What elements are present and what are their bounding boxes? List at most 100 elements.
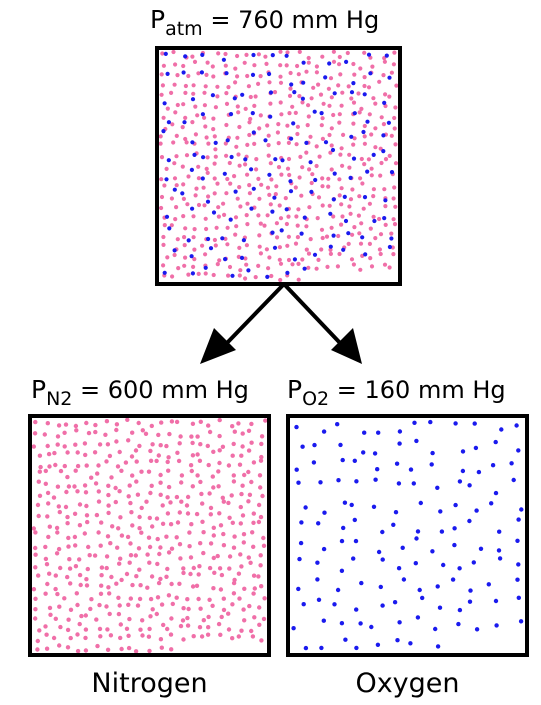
nitrogen-molecule [174,595,179,600]
nitrogen-molecule [328,76,334,81]
nitrogen-molecule [181,102,186,107]
nitrogen-molecule [224,153,229,158]
nitrogen-molecule [286,140,291,145]
nitrogen-molecule [68,581,73,586]
nitrogen-molecule [226,85,231,90]
nitrogen-molecule [160,83,165,88]
nitrogen-molecule [161,242,166,247]
nitrogen-molecule [128,541,133,546]
oxygen-molecule [164,214,170,219]
nitrogen-molecule [275,130,280,135]
nitrogen-molecule [54,551,60,556]
oxygen-dots [291,419,524,651]
oxygen-molecule [415,615,421,620]
nitrogen-molecule [98,543,103,548]
nitrogen-molecule [185,623,191,628]
nitrogen-molecule [75,602,80,608]
nitrogen-molecule [308,134,313,139]
nitrogen-molecule [84,583,90,588]
nitrogen-molecule [172,82,177,87]
nitrogen-molecule [147,515,152,521]
nitrogen-molecule [58,565,63,571]
nitrogen-molecule [267,255,272,260]
oxygen-molecule [387,244,392,250]
nitrogen-molecule [57,509,62,515]
nitrogen-molecule [216,205,221,210]
nitrogen-molecule [201,618,206,623]
nitrogen-molecule [161,234,166,240]
nitrogen-molecule [180,125,185,130]
nitrogen-molecule [104,604,109,609]
oxygen-molecule [430,450,435,456]
nitrogen-molecule [296,277,301,282]
nitrogen-molecule [337,120,342,125]
nitrogen-molecule [181,637,186,642]
nitrogen-molecule [33,616,38,621]
nitrogen-molecule [257,605,262,610]
nitrogen-molecule [74,428,79,433]
nitrogen-molecule [254,157,259,162]
nitrogen-molecule [230,602,235,607]
nitrogen-molecule [327,132,332,138]
nitrogen-molecule [67,566,73,571]
nitrogen-molecule [226,500,231,506]
nitrogen-molecule [260,493,265,499]
oxygen-molecule [183,54,188,59]
nitrogen-molecule [367,112,372,117]
nitrogen-molecule [74,591,79,596]
nitrogen-molecule [211,449,216,454]
nitrogen-molecule [104,554,110,559]
nitrogen-molecule [96,489,102,494]
nitrogen-molecule [198,541,203,546]
nitrogen-molecule [269,177,274,182]
nitrogen-molecule [126,438,131,443]
nitrogen-molecule [387,265,392,270]
nitrogen-molecule [183,115,188,120]
nitrogen-molecule [193,132,198,137]
nitrogen-molecule [150,442,155,447]
nitrogen-molecule [137,514,142,520]
oxygen-molecule [279,228,284,233]
nitrogen-molecule [328,251,333,256]
oxygen-molecule [313,177,318,183]
nitrogen-molecule [117,603,122,608]
oxygen-molecule [515,538,520,543]
nitrogen-molecule [237,596,242,601]
nitrogen-molecule [164,166,169,171]
nitrogen-molecule [337,112,342,117]
nitrogen-molecule [159,134,163,139]
nitrogen-molecule [352,72,357,77]
nitrogen-molecule [133,649,139,653]
nitrogen-molecule [193,104,198,109]
nitrogen-molecule [82,441,88,446]
nitrogen-molecule [326,184,331,189]
nitrogen-molecule [237,124,242,130]
nitrogen-molecule [211,586,216,591]
nitrogen-molecule [79,613,84,619]
oxygen-molecule [301,80,306,85]
oxygen-molecule [161,129,166,134]
nitrogen-dots [32,418,267,653]
nitrogen-molecule [93,429,98,435]
oxygen-molecule [380,529,385,535]
nitrogen-molecule [117,489,122,494]
oxygen-molecule [401,577,407,582]
nitrogen-molecule [106,585,111,590]
nitrogen-molecule [143,431,149,436]
nitrogen-molecule [306,251,312,256]
nitrogen-molecule [137,596,143,602]
nitrogen-molecule [106,483,111,488]
nitrogen-molecule [295,124,300,129]
oxygen-molecule [438,509,443,514]
nitrogen-molecule [184,140,189,145]
oxygen-molecule [362,430,367,435]
oxygen-molecule [383,198,388,203]
nitrogen-molecule [387,153,392,158]
nitrogen-molecule [285,166,291,171]
nitrogen-molecule [211,485,216,490]
nitrogen-molecule [319,247,324,252]
nitrogen-molecule [199,634,205,639]
nitrogen-molecule [56,504,61,509]
nitrogen-molecule [94,512,100,518]
nitrogen-molecule [244,262,249,267]
